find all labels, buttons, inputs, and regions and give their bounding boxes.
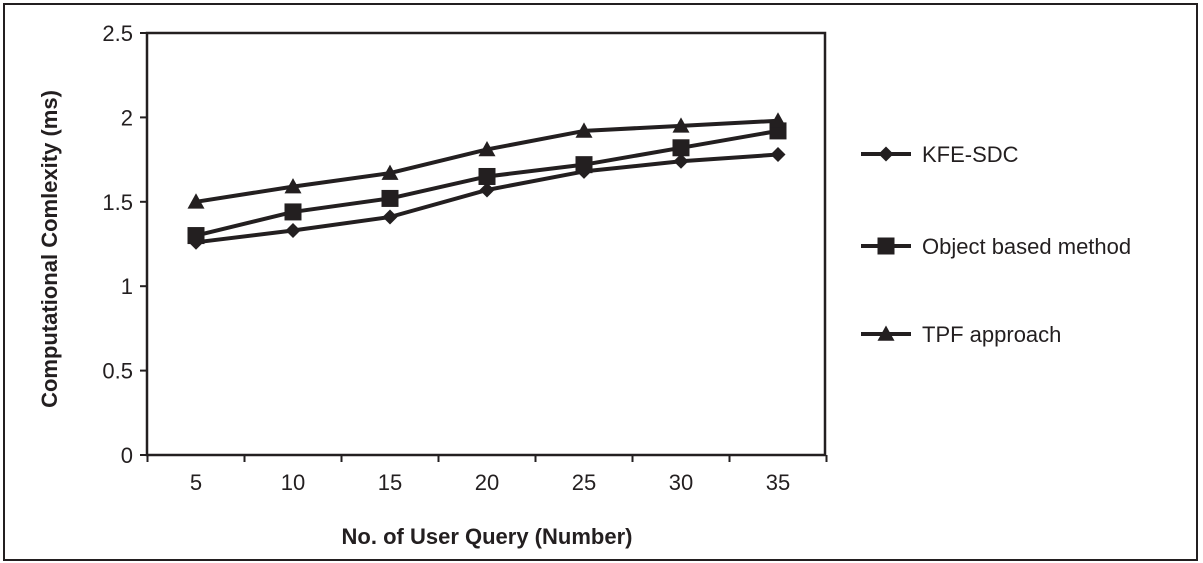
plot-border <box>145 31 827 457</box>
data-point <box>672 139 690 157</box>
data-point <box>187 227 205 245</box>
y-tick-label: 2.5 <box>102 21 133 46</box>
data-point <box>381 189 399 207</box>
series-layer <box>187 112 787 250</box>
legend-label: KFE-SDC <box>922 142 1019 167</box>
data-point <box>769 112 787 128</box>
data-point <box>673 153 689 169</box>
plot-area <box>145 31 827 457</box>
x-tick-label: 15 <box>378 470 402 495</box>
series-tpf-approach <box>187 112 787 209</box>
data-point <box>770 147 786 163</box>
x-tick-label: 10 <box>281 470 305 495</box>
y-axis-title: Computational Comlexity (ms) <box>37 90 62 408</box>
legend-item-object-based-method: Object based method <box>861 234 1131 259</box>
data-point <box>284 203 302 221</box>
data-point <box>479 182 495 198</box>
x-tick-label: 20 <box>475 470 499 495</box>
legend: KFE-SDC Object based method TPF approach <box>861 142 1131 347</box>
y-tick-label: 0 <box>121 443 133 468</box>
x-tick-label: 35 <box>766 470 790 495</box>
data-point <box>284 178 302 194</box>
legend-marker <box>877 325 895 341</box>
x-axis-title: No. of User Query (Number) <box>342 524 633 549</box>
legend-label: Object based method <box>922 234 1131 259</box>
data-point <box>381 164 399 180</box>
data-point <box>575 122 593 138</box>
data-point <box>672 117 690 133</box>
data-point <box>575 156 593 174</box>
legend-item-kfe-sdc: KFE-SDC <box>861 142 1019 167</box>
data-point <box>285 222 301 238</box>
data-point <box>478 167 496 185</box>
legend-marker <box>877 237 895 255</box>
y-tick-label: 2 <box>121 105 133 130</box>
data-point <box>382 209 398 225</box>
x-tick-label: 30 <box>669 470 693 495</box>
data-point <box>187 193 205 209</box>
y-tick-label: 1.5 <box>102 190 133 215</box>
legend-marker <box>878 146 894 162</box>
chart-frame <box>3 3 1198 561</box>
data-point <box>478 140 496 157</box>
series-line <box>195 152 779 245</box>
series-kfe-sdc <box>188 147 786 250</box>
y-tick-label: 1 <box>121 274 133 299</box>
axes: 0 0.5 1 1.5 2 2.5 5 10 15 20 25 30 35 <box>102 21 828 495</box>
legend-item-tpf-approach: TPF approach <box>861 322 1061 347</box>
series-object-based-method <box>187 122 787 245</box>
legend-label: TPF approach <box>922 322 1061 347</box>
y-tick-label: 0.5 <box>102 359 133 384</box>
x-tick-label: 5 <box>190 470 202 495</box>
x-tick-label: 25 <box>572 470 596 495</box>
